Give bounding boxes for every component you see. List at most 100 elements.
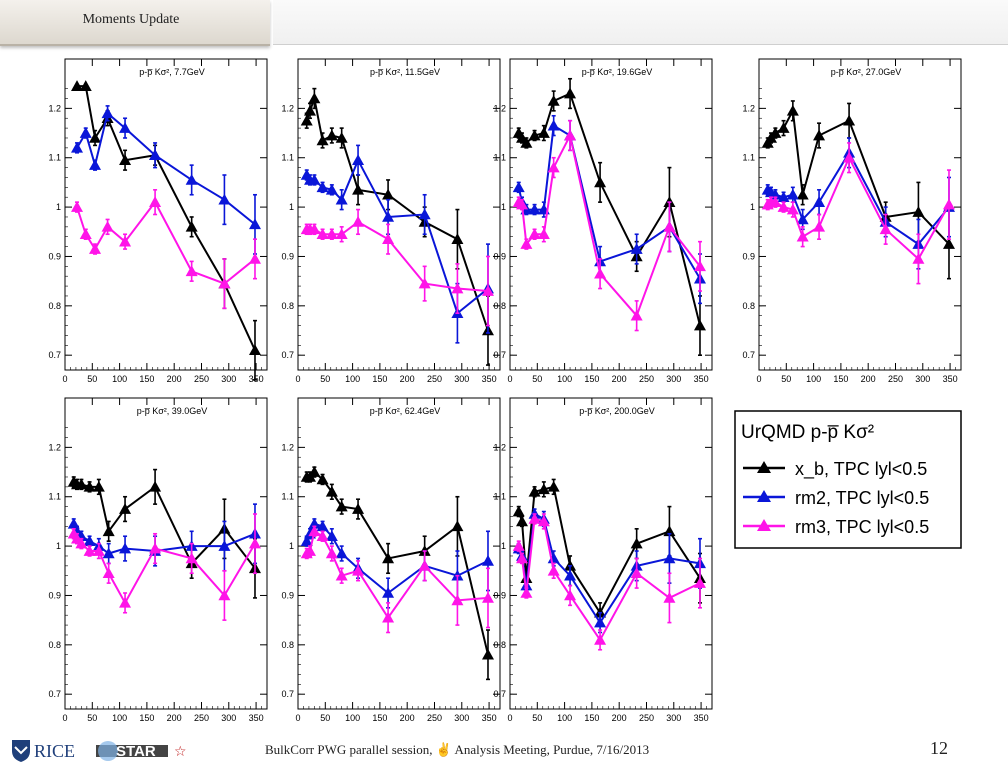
data-point-xb bbox=[594, 176, 607, 188]
slide-title: Moments Update bbox=[82, 12, 180, 27]
data-point-rm2 bbox=[813, 196, 826, 207]
y-tick-label: 1.1 bbox=[742, 153, 755, 163]
legend-label-xb: x_b, TPC lyl<0.5 bbox=[795, 459, 927, 480]
data-point-rm3 bbox=[418, 559, 431, 571]
data-point-rm2 bbox=[218, 193, 231, 205]
x-tick-label: 50 bbox=[532, 374, 542, 384]
data-point-rm3 bbox=[308, 525, 321, 537]
chart-7: p-p̅ Kσ², 200.0GeV 0.7 0.8 0.9 1 1.1 1.2 0 50 100… bbox=[493, 397, 713, 723]
data-point-rm2 bbox=[83, 535, 96, 546]
data-point-rm2 bbox=[119, 122, 132, 133]
x-tick-label: 250 bbox=[888, 374, 903, 384]
x-tick-label: 300 bbox=[454, 713, 469, 723]
y-tick-label: 0.9 bbox=[281, 590, 294, 600]
x-tick-label: 50 bbox=[320, 374, 330, 384]
data-point-rm2 bbox=[352, 154, 365, 165]
data-point-xb bbox=[520, 136, 533, 148]
y-tick-label: 1.2 bbox=[281, 442, 294, 452]
plot-frame bbox=[509, 397, 713, 710]
chart-title: p-p̅ Kσ², 27.0GeV bbox=[831, 67, 902, 77]
data-point-rm2 bbox=[218, 540, 231, 551]
y-tick-label: 0.7 bbox=[493, 689, 506, 699]
data-point-rm2 bbox=[325, 183, 338, 195]
x-tick-label: 0 bbox=[507, 374, 512, 384]
y-tick-label: 0.8 bbox=[493, 640, 506, 650]
plot-frame bbox=[758, 58, 962, 371]
x-tick-label: 100 bbox=[557, 713, 572, 723]
y-tick-label: 1 bbox=[501, 202, 506, 212]
x-tick-label: 200 bbox=[167, 713, 182, 723]
chart-4: p-p̅ Kσ², 27.0GeV 0.7 0.8 0.9 1 1.1 1.2 0 50 100 1… bbox=[742, 58, 962, 384]
x-tick-label: 350 bbox=[943, 374, 958, 384]
footer-text: BulkCorr PWG parallel session, ✌ Analysi… bbox=[265, 742, 650, 757]
data-point-xb bbox=[102, 525, 115, 537]
series-xb bbox=[300, 466, 494, 681]
star-wordmark: STAR bbox=[116, 743, 156, 760]
data-point-rm2 bbox=[786, 188, 799, 200]
data-point-xb bbox=[528, 129, 541, 141]
x-tick-label: 150 bbox=[372, 713, 387, 723]
data-point-rm3 bbox=[786, 203, 799, 215]
data-point-rm3 bbox=[102, 567, 115, 579]
data-point-rm2 bbox=[89, 159, 102, 170]
star-logo-swoosh bbox=[98, 741, 118, 761]
data-point-rm3 bbox=[119, 235, 132, 247]
data-point-xb bbox=[786, 104, 799, 116]
y-tick-label: 0.7 bbox=[281, 350, 294, 360]
y-tick-label: 1.2 bbox=[742, 103, 755, 113]
data-point-rm3 bbox=[382, 611, 395, 623]
y-tick-label: 1.1 bbox=[281, 492, 294, 502]
data-point-rm3 bbox=[564, 589, 577, 601]
data-point-rm2 bbox=[382, 586, 395, 598]
data-point-rm3 bbox=[308, 223, 321, 235]
y-tick-label: 1 bbox=[289, 541, 294, 551]
data-point-xb bbox=[71, 80, 84, 91]
data-point-rm2 bbox=[564, 569, 577, 581]
data-point-xb bbox=[89, 131, 102, 143]
x-tick-label: 200 bbox=[861, 374, 876, 384]
data-point-rm3 bbox=[879, 223, 892, 235]
series-xb bbox=[67, 468, 261, 599]
rice-shield-chevron bbox=[14, 746, 28, 755]
y-tick-label: 1 bbox=[750, 202, 755, 212]
plot-frame bbox=[297, 397, 501, 710]
data-point-xb bbox=[79, 80, 92, 91]
data-point-rm3 bbox=[547, 161, 560, 173]
data-point-xb bbox=[75, 478, 88, 490]
data-point-rm3 bbox=[316, 228, 329, 240]
chart-6: p-p̅ Kσ², 62.4GeV 0.7 0.8 0.9 1 1.1 1.2 0 50 100 1… bbox=[281, 397, 501, 723]
legend-label-rm2: rm2, TPC lyl<0.5 bbox=[795, 488, 929, 508]
series-xb bbox=[761, 100, 955, 280]
data-point-rm3 bbox=[942, 198, 955, 210]
data-point-xb bbox=[537, 127, 550, 138]
y-tick-label: 0.8 bbox=[48, 640, 61, 650]
x-tick-label: 250 bbox=[639, 374, 654, 384]
series-rm3 bbox=[300, 208, 494, 327]
data-point-rm3 bbox=[512, 540, 525, 551]
data-point-rm3 bbox=[352, 215, 365, 227]
data-point-rm3 bbox=[382, 233, 395, 244]
data-point-xb bbox=[92, 480, 105, 492]
data-point-rm3 bbox=[325, 228, 338, 240]
data-point-rm3 bbox=[92, 545, 105, 556]
data-point-rm3 bbox=[83, 545, 96, 556]
x-tick-label: 150 bbox=[833, 374, 848, 384]
x-tick-label: 150 bbox=[139, 713, 154, 723]
data-point-rm3 bbox=[663, 220, 676, 232]
data-point-xb bbox=[516, 515, 529, 527]
data-point-xb bbox=[663, 525, 676, 537]
data-point-rm2 bbox=[102, 547, 115, 559]
rice-wordmark: RICE bbox=[34, 741, 75, 761]
legend-marker-xb bbox=[757, 461, 771, 473]
data-point-xb bbox=[248, 344, 261, 356]
plot-frame bbox=[509, 58, 713, 371]
data-point-rm3 bbox=[912, 252, 925, 264]
y-tick-label: 0.9 bbox=[48, 251, 61, 261]
data-point-rm2 bbox=[248, 218, 261, 230]
data-point-rm3 bbox=[777, 201, 790, 212]
y-tick-label: 0.7 bbox=[48, 350, 61, 360]
data-point-rm3 bbox=[796, 230, 809, 242]
data-point-xb bbox=[564, 87, 577, 99]
data-point-rm3 bbox=[843, 151, 856, 163]
data-point-rm3 bbox=[75, 537, 88, 549]
